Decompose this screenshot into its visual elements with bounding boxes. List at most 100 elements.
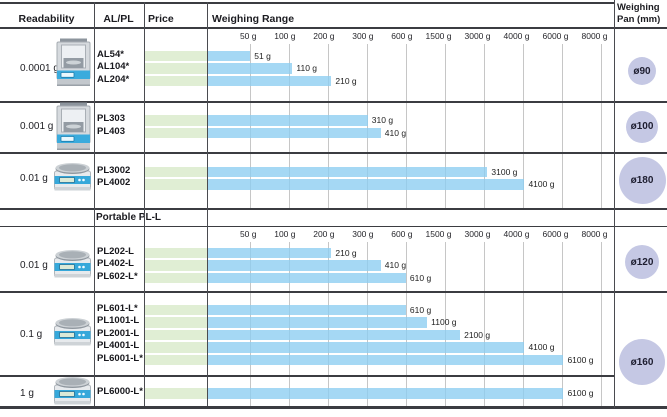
balance-product-image-portable-balance: [51, 376, 94, 407]
grid-line: [561, 293, 563, 375]
axis-tick-label: 100 g: [274, 31, 296, 41]
price-indicator-bar: [145, 260, 207, 271]
balance-product-image-analytical-balance-draft-shield: [56, 38, 91, 87]
weighing-range-bar: [208, 329, 461, 341]
weighing-range-bar: [208, 179, 525, 190]
axis-tick-label: 50 g: [239, 229, 257, 239]
column-header-weighing-pan: Weighing Pan (mm): [617, 2, 667, 26]
weighing-range-bar: [208, 342, 525, 353]
product-model-label: PL6000-L*: [97, 386, 143, 397]
grid-line: [561, 241, 563, 291]
column-header-price: Price: [148, 13, 174, 25]
grid-line: [405, 241, 407, 291]
weighing-pan-header-line1: Weighing: [617, 2, 660, 13]
price-indicator-bar: [145, 272, 207, 284]
price-indicator-bar: [145, 388, 207, 399]
price-indicator-bar: [145, 63, 207, 74]
table-border-vertical: [144, 2, 145, 406]
pan-size-badge: ø160: [619, 339, 665, 385]
readability-value: 0.01 g: [20, 259, 48, 271]
weighing-range-value: 6100 g: [567, 388, 594, 399]
axis-tick-label: 4000 g: [503, 229, 530, 239]
weighing-range-bar: [208, 304, 406, 316]
axis-tick-label: 100 g: [274, 229, 296, 239]
product-model-label: PL4002: [97, 177, 131, 188]
product-model-label: PL402-L: [97, 258, 134, 269]
readability-value: 0.001 g: [20, 121, 54, 132]
product-model-label: AL104*: [97, 61, 130, 72]
axis-tick-label: 600 g: [391, 229, 413, 239]
table-border-horizontal: [0, 101, 667, 103]
product-model-label: AL54*: [97, 48, 124, 60]
weighing-range-bar: [208, 260, 381, 271]
column-header-readability: Readability: [18, 13, 75, 25]
grid-line: [600, 241, 602, 291]
axis-tick-label: 200 g: [313, 31, 335, 41]
weighing-range-bar: [208, 354, 564, 366]
table-border-horizontal: [0, 375, 614, 377]
column-header-weighing-range: Weighing Range: [212, 13, 295, 25]
price-indicator-bar: [145, 329, 207, 341]
weighing-range-bar: [208, 247, 332, 259]
axis-tick-label: 200 g: [313, 229, 335, 239]
grid-line: [561, 43, 563, 101]
weighing-range-bar: [208, 272, 406, 284]
price-indicator-bar: [145, 127, 207, 139]
grid-line: [522, 293, 524, 375]
price-indicator-bar: [145, 317, 207, 328]
grid-line: [444, 103, 446, 152]
balance-product-image-precision-balance-draft-shield: [56, 102, 91, 151]
axis-tick-label: 1500 g: [425, 31, 452, 41]
grid-line: [522, 103, 524, 152]
product-model-label: PL6001-L*: [97, 352, 143, 364]
weighing-range-bar: [208, 127, 381, 139]
pan-size-badge: ø180: [618, 157, 666, 204]
weighing-range-value: 3100 g: [491, 166, 518, 177]
table-border-vertical: [614, 0, 615, 408]
axis-tick-label: 300 g: [352, 31, 374, 41]
grid-line: [444, 43, 446, 101]
readability-value: 1 g: [20, 387, 34, 399]
weighing-range-bar: [208, 388, 564, 399]
weighing-pan-header-line2: Pan (mm): [617, 14, 661, 25]
product-model-label: PL601-L*: [97, 302, 138, 314]
readability-value: 0.0001 g: [20, 62, 59, 74]
grid-line: [366, 103, 368, 152]
axis-tick-label: 3000 g: [464, 229, 491, 239]
price-indicator-bar: [145, 115, 207, 126]
price-indicator-bar: [145, 50, 207, 62]
weighing-range-bar: [208, 50, 251, 62]
axis-tick-label: 8000 g: [581, 31, 608, 41]
weighing-range-bar: [208, 63, 293, 74]
grid-line: [405, 103, 407, 152]
price-indicator-bar: [145, 75, 207, 87]
weighing-range-bar: [208, 317, 428, 328]
price-indicator-bar: [145, 179, 207, 190]
product-model-label: AL204*: [97, 73, 130, 85]
pan-size-badge: ø100: [626, 110, 658, 143]
price-indicator-bar: [145, 354, 207, 366]
grid-line: [600, 377, 602, 406]
axis-tick-label: 1500 g: [425, 229, 452, 239]
balance-product-image-portable-balance: [51, 249, 94, 280]
table-border-horizontal: [0, 225, 667, 227]
grid-line: [522, 241, 524, 291]
product-model-label: PL303: [97, 113, 125, 124]
column-header-model: AL/PL: [103, 13, 134, 25]
weighing-range-value: 610 g: [409, 304, 432, 315]
product-model-label: PL2001-L: [97, 327, 140, 339]
readability-value: 0.01 g: [20, 172, 48, 184]
table-border-vertical: [93, 2, 95, 406]
grid-line: [327, 103, 329, 152]
weighing-range-bar: [208, 115, 368, 126]
weighing-range-value: 210 g: [335, 75, 357, 86]
axis-tick-label: 6000 g: [542, 229, 569, 239]
grid-line: [561, 103, 563, 152]
axis-tick-label: 300 g: [352, 229, 374, 239]
product-model-label: PL4001-L: [97, 340, 140, 351]
weighing-range-value: 610 g: [409, 272, 432, 283]
grid-line: [288, 103, 290, 152]
grid-line: [405, 43, 407, 101]
portable-section-title: Portable PL-L: [96, 212, 162, 223]
weighing-range-value: 110 g: [296, 63, 318, 74]
